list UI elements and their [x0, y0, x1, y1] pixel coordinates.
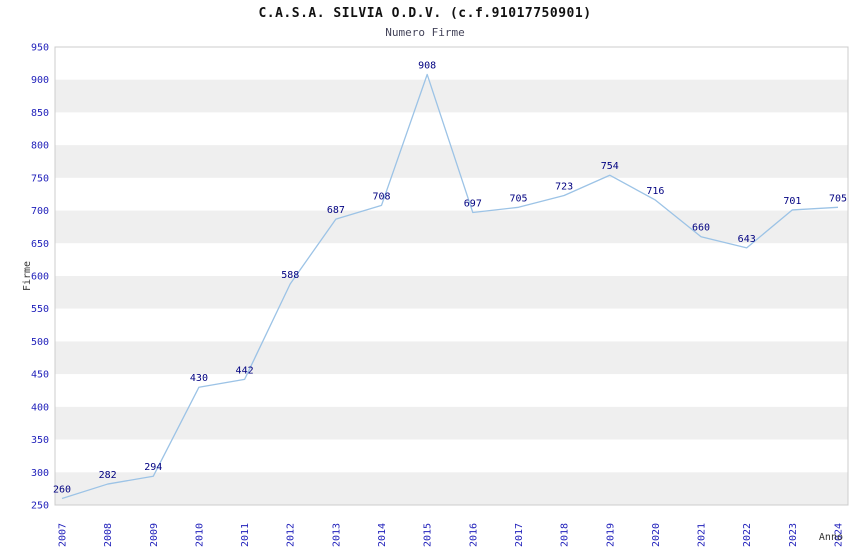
y-tick-label: 300	[31, 468, 49, 479]
x-tick-label: 2011	[240, 523, 251, 547]
x-tick-label: 2007	[58, 523, 69, 547]
plot-band	[55, 210, 848, 244]
y-tick-label: 650	[31, 239, 49, 250]
y-tick-label: 950	[31, 43, 49, 54]
y-tick-label: 500	[31, 337, 49, 348]
y-tick-label: 250	[31, 501, 49, 512]
y-tick-label: 750	[31, 173, 49, 184]
y-tick-label: 900	[31, 75, 49, 86]
x-tick-label: 2021	[697, 523, 708, 547]
value-label: 705	[829, 193, 847, 204]
y-tick-label: 450	[31, 370, 49, 381]
value-label: 705	[509, 193, 527, 204]
y-tick-label: 800	[31, 141, 49, 152]
x-tick-label: 2020	[651, 523, 662, 547]
plot-band	[55, 145, 848, 178]
value-label: 442	[236, 365, 254, 376]
plot-band	[55, 406, 848, 440]
plot-band	[55, 276, 848, 309]
x-tick-label: 2014	[377, 523, 388, 547]
data-line	[61, 73, 839, 500]
x-tick-label: 2018	[560, 523, 571, 547]
value-label: 708	[372, 191, 390, 202]
y-tick-label: 350	[31, 435, 49, 446]
plot-band	[55, 243, 848, 276]
x-tick-label: 2016	[468, 523, 479, 547]
x-tick-label: 2022	[742, 523, 753, 547]
value-label: 260	[53, 484, 71, 495]
value-label: 716	[646, 186, 664, 197]
plot-band	[55, 472, 848, 505]
x-tick-label: 2023	[788, 523, 799, 547]
y-tick-label: 850	[31, 108, 49, 119]
y-axis-title: Firme	[22, 261, 33, 291]
plot-band	[55, 341, 848, 375]
value-label: 908	[418, 60, 436, 71]
x-tick-label: 2015	[423, 523, 434, 547]
y-tick-label: 700	[31, 206, 49, 217]
x-tick-label: 2010	[194, 523, 205, 547]
x-tick-label: 2008	[103, 523, 114, 547]
x-tick-label: 2009	[149, 523, 160, 547]
y-tick-label: 400	[31, 402, 49, 413]
value-label: 588	[281, 270, 299, 281]
y-tick-label: 550	[31, 304, 49, 315]
value-label: 723	[555, 182, 573, 193]
value-label: 282	[99, 470, 117, 481]
plot-border	[54, 46, 849, 506]
plot-band	[55, 308, 848, 342]
y-tick-label: 600	[31, 272, 49, 283]
value-label: 643	[738, 234, 756, 245]
plot-band	[55, 79, 848, 113]
value-label: 660	[692, 223, 710, 234]
chart-title: C.A.S.A. SILVIA O.D.V. (c.f.91017750901)	[258, 6, 592, 21]
x-tick-label: 2024	[834, 523, 845, 547]
plot-band	[55, 374, 848, 407]
value-label: 430	[190, 373, 208, 384]
value-label: 754	[601, 161, 619, 172]
plot-band	[55, 112, 848, 146]
x-tick-label: 2013	[331, 523, 342, 547]
value-label: 294	[144, 462, 162, 473]
chart-subtitle: Numero Firme	[385, 26, 465, 39]
value-label: 697	[464, 199, 482, 210]
plot-band	[55, 439, 848, 473]
x-tick-label: 2012	[286, 523, 297, 547]
x-tick-label: 2017	[514, 523, 525, 547]
plot-band	[55, 177, 848, 211]
x-axis-title: Anno	[819, 532, 843, 543]
value-label: 687	[327, 205, 345, 216]
x-tick-label: 2019	[605, 523, 616, 547]
plot-band	[55, 47, 848, 80]
value-label: 701	[783, 196, 801, 207]
